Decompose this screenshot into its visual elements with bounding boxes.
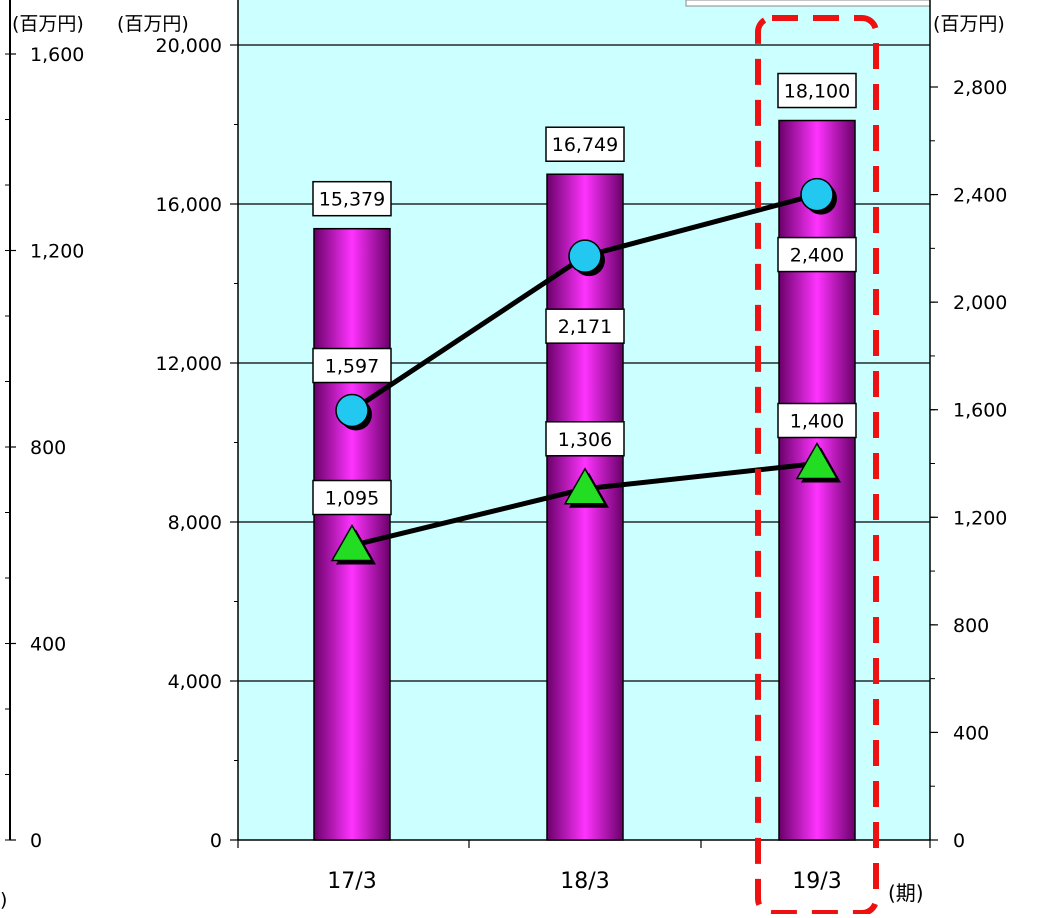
right-tick-label: 0 — [953, 830, 965, 852]
right-tick-label: 1,200 — [953, 507, 1007, 529]
bar-value-label: 16,749 — [552, 134, 618, 156]
bar-value-label-box — [312, 180, 392, 217]
left-axis: 20,000 16,000 12,000 8,000 4,000 0 — [156, 35, 238, 852]
left-tick-label: 0 — [210, 830, 222, 852]
left-axis-unit: (百万円) — [117, 13, 189, 35]
line-series — [330, 177, 841, 565]
triangle-value-label: 1,400 — [790, 411, 844, 433]
circle-value-label: 2,171 — [558, 316, 612, 338]
right-axis-unit: (百万円) — [933, 13, 1005, 35]
right-tick-label: 800 — [953, 615, 989, 637]
right-axis: 2,800 2,400 2,000 1,600 1,200 800 400 0 — [930, 77, 1007, 852]
triangle-value-label: 1,095 — [325, 488, 379, 510]
right-tick-label: 400 — [953, 722, 989, 744]
top-legend-box — [685, 0, 931, 7]
left-partial-tick-label: 1,600 — [30, 44, 84, 66]
right-tick-label: 2,000 — [953, 292, 1007, 314]
x-tick-label: 19/3 — [792, 869, 841, 894]
left-partial-axis: 1,600 1,200 800 400 0 — [5, 44, 84, 852]
left-partial-bottom-paren: ) — [0, 889, 7, 911]
data-labels: 15,379 16,749 18,100 1,597 2,171 2,400 1,095 1,… — [312, 72, 857, 516]
x-axis-label: (期) — [888, 881, 924, 905]
bar-value-label-box — [777, 72, 857, 109]
circle-value-label: 2,400 — [790, 245, 844, 267]
left-tick-label: 8,000 — [168, 512, 222, 534]
triangle-value-label-box — [777, 402, 857, 439]
highlight-box — [755, 15, 879, 916]
circle-marker — [568, 239, 602, 273]
left-tick-label: 12,000 — [156, 353, 222, 375]
left-partial-tick-label: 400 — [30, 634, 66, 656]
circle-value-label: 1,597 — [325, 356, 379, 378]
circle-value-label-box — [545, 308, 625, 344]
triangle-marker — [330, 524, 374, 562]
triangle-marker — [795, 441, 839, 480]
left-partial-tick-label: 800 — [30, 437, 66, 459]
right-tick-label: 2,800 — [953, 77, 1007, 99]
bar-value-label: 15,379 — [319, 189, 385, 211]
triangle-value-label-box — [312, 479, 392, 516]
left-partial-axis-unit: (百万円) — [12, 13, 84, 35]
left-partial-tick-label: 0 — [30, 830, 42, 852]
circle-marker — [335, 393, 369, 428]
circle-value-label-box — [777, 236, 857, 273]
triangle-marker — [563, 467, 607, 505]
triangle-value-label: 1,306 — [558, 429, 612, 451]
left-tick-label: 20,000 — [156, 35, 222, 57]
circle-value-label-box — [312, 347, 392, 384]
bar-value-label-box — [545, 126, 625, 162]
right-tick-label: 2,400 — [953, 185, 1007, 207]
left-tick-label: 16,000 — [156, 194, 222, 216]
bar-value-label: 18,100 — [784, 81, 850, 103]
circle-marker — [800, 177, 834, 212]
x-tick-label: 17/3 — [327, 869, 376, 894]
right-tick-label: 1,600 — [953, 400, 1007, 422]
left-partial-tick-label: 1,200 — [30, 241, 84, 263]
left-tick-label: 4,000 — [168, 671, 222, 693]
x-axis: 17/3 18/3 19/3 — [237, 840, 931, 894]
triangle-value-label-box — [545, 421, 625, 457]
x-tick-label: 18/3 — [560, 869, 609, 894]
